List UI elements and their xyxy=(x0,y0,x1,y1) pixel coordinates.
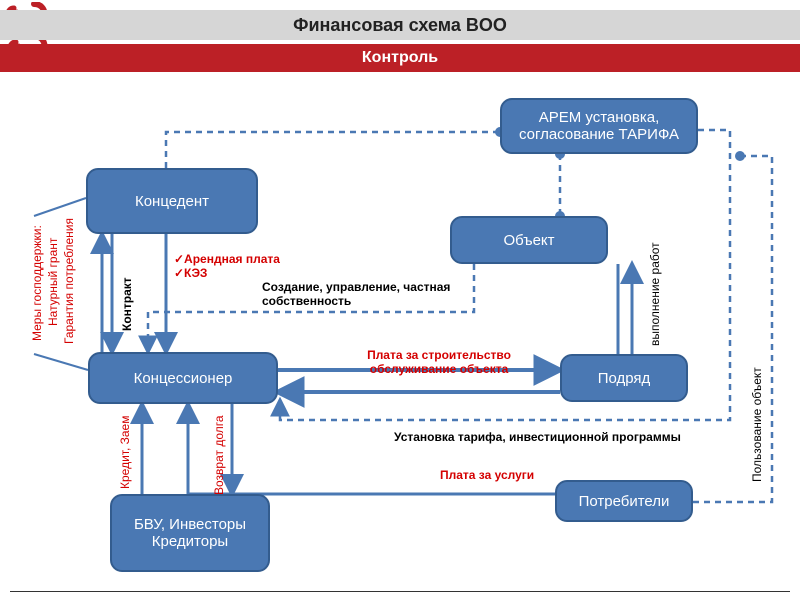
label-vypolnenie: выполнение работ xyxy=(648,234,664,354)
label-sozdanie: Создание, управление, частная собственно… xyxy=(262,280,502,310)
label-kredit: Кредит, Заем xyxy=(118,410,134,495)
label-plata-stroi: Плата за строительство обслуживание объе… xyxy=(324,348,554,378)
node-podryad: Подряд xyxy=(560,354,688,402)
node-potrebiteli: Потребители xyxy=(555,480,693,522)
label-polzovanie: Пользование объект xyxy=(750,350,766,500)
page-title: Финансовая схема BOO xyxy=(293,15,507,35)
label-mery: Меры господдержки: xyxy=(30,218,46,348)
subtitle-bar: Контроль xyxy=(0,44,800,72)
label-vozvrat: Возврат долга xyxy=(212,414,242,496)
slide: { "meta": { "width": 800, "height": 600,… xyxy=(0,0,800,600)
node-arem: АРЕМ установка, согласование ТАРИФА xyxy=(500,98,698,154)
node-bvu: БВУ, Инвесторы Кредиторы xyxy=(110,494,270,572)
label-plata-uslugi: Плата за услуги xyxy=(440,468,560,484)
label-kontrakt: Контракт xyxy=(120,264,136,344)
label-grant: Натурный грант xyxy=(46,222,62,342)
bottom-divider xyxy=(10,591,790,592)
node-object: Объект xyxy=(450,216,608,264)
title-bar: Финансовая схема BOO xyxy=(0,10,800,40)
node-kontsessioner: Концессионер xyxy=(88,352,278,404)
page-subtitle: Контроль xyxy=(362,49,438,66)
label-garant: Гарантия потребления xyxy=(62,210,78,352)
node-kontsedent: Концедент xyxy=(86,168,258,234)
label-ustanovka: Установка тарифа, инвестиционной програм… xyxy=(394,430,684,446)
